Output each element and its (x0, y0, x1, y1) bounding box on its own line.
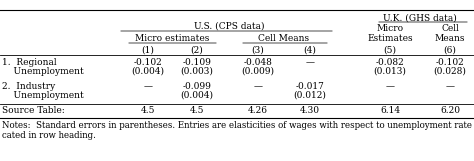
Text: (1): (1) (142, 46, 155, 55)
Text: 4.30: 4.30 (300, 106, 320, 115)
Text: (0.004): (0.004) (131, 67, 164, 76)
Text: -0.109: -0.109 (182, 58, 211, 67)
Text: (5): (5) (383, 46, 396, 55)
Text: 4.26: 4.26 (248, 106, 268, 115)
Text: Cell Means: Cell Means (258, 34, 310, 43)
Text: Micro estimates: Micro estimates (135, 34, 210, 43)
Text: (2): (2) (191, 46, 203, 55)
Text: -0.048: -0.048 (244, 58, 273, 67)
Text: —: — (144, 82, 153, 91)
Text: 6.20: 6.20 (440, 106, 460, 115)
Text: (0.004): (0.004) (181, 91, 213, 100)
Text: (4): (4) (303, 46, 317, 55)
Text: —: — (254, 82, 263, 91)
Text: (0.003): (0.003) (181, 67, 213, 76)
Text: U.K. (GHS data): U.K. (GHS data) (383, 14, 457, 23)
Text: —: — (306, 58, 315, 67)
Text: (0.009): (0.009) (241, 67, 274, 76)
Text: -0.102: -0.102 (436, 58, 465, 67)
Text: Unemployment: Unemployment (2, 91, 84, 100)
Text: 4.5: 4.5 (190, 106, 204, 115)
Text: U.S. (CPS data): U.S. (CPS data) (194, 22, 264, 31)
Text: (3): (3) (252, 46, 264, 55)
Text: (6): (6) (444, 46, 456, 55)
Text: Unemployment: Unemployment (2, 67, 84, 76)
Text: (0.012): (0.012) (293, 91, 327, 100)
Text: 2.  Industry: 2. Industry (2, 82, 55, 91)
Text: Notes:  Standard errors in parentheses. Entries are elasticities of wages with r: Notes: Standard errors in parentheses. E… (2, 121, 474, 130)
Text: 1.  Regional: 1. Regional (2, 58, 56, 67)
Text: Source Table:: Source Table: (2, 106, 65, 115)
Text: cated in row heading.: cated in row heading. (2, 131, 96, 140)
Text: -0.017: -0.017 (296, 82, 324, 91)
Text: -0.099: -0.099 (182, 82, 211, 91)
Text: —: — (446, 82, 455, 91)
Text: -0.102: -0.102 (134, 58, 163, 67)
Text: -0.082: -0.082 (375, 58, 404, 67)
Text: Cell
Means: Cell Means (435, 24, 465, 43)
Text: 4.5: 4.5 (141, 106, 155, 115)
Text: —: — (385, 82, 394, 91)
Text: (0.013): (0.013) (374, 67, 406, 76)
Text: 6.14: 6.14 (380, 106, 400, 115)
Text: (0.028): (0.028) (434, 67, 466, 76)
Text: Micro
Estimates: Micro Estimates (367, 24, 413, 43)
